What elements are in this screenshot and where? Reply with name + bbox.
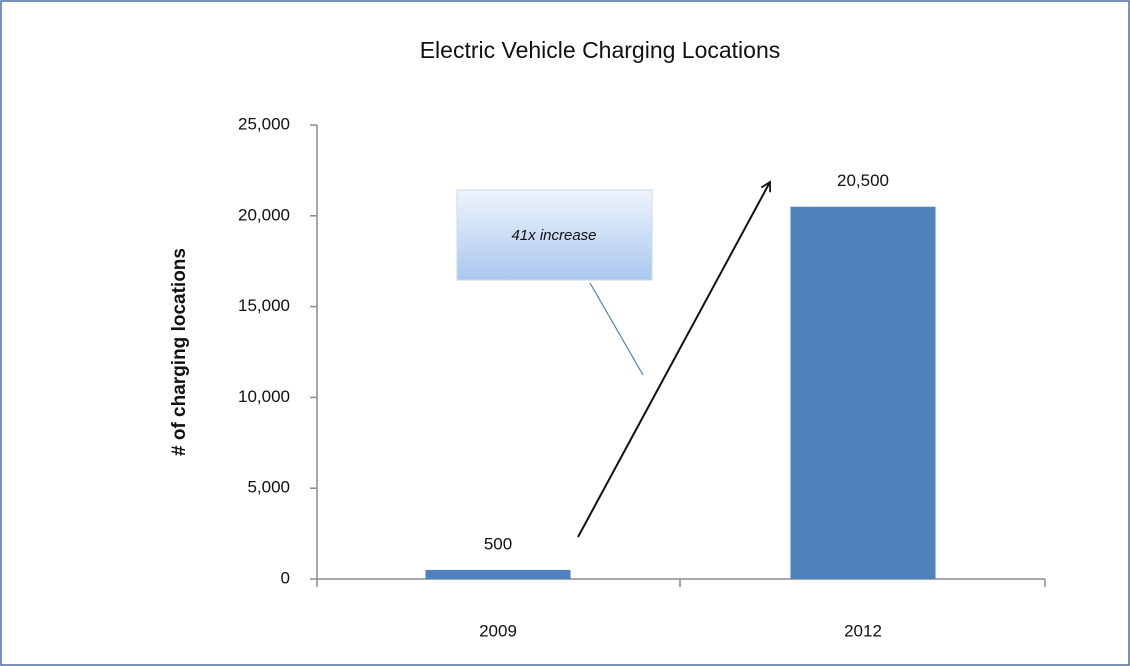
data-label: 20,500 <box>837 171 889 190</box>
y-tick-label: 10,000 <box>238 387 290 406</box>
bar <box>790 206 936 579</box>
x-tick-label: 2009 <box>479 621 517 640</box>
y-axis-label: # of charging locations <box>169 248 190 456</box>
y-tick-label: 20,000 <box>238 205 290 224</box>
x-tick-label: 2012 <box>844 621 882 640</box>
chart-title: Electric Vehicle Charging Locations <box>420 37 781 63</box>
annotation: 41x increase <box>511 227 596 244</box>
bar <box>425 569 571 579</box>
callout-connector <box>589 282 644 376</box>
y-tick-label: 15,000 <box>238 296 290 315</box>
increase-arrow <box>577 180 772 538</box>
y-tick-label: 25,000 <box>238 114 290 133</box>
callout-box <box>456 189 653 281</box>
y-tick-label: 0 <box>281 568 290 587</box>
data-label: 500 <box>484 534 512 553</box>
y-tick-label: 5,000 <box>247 478 290 497</box>
